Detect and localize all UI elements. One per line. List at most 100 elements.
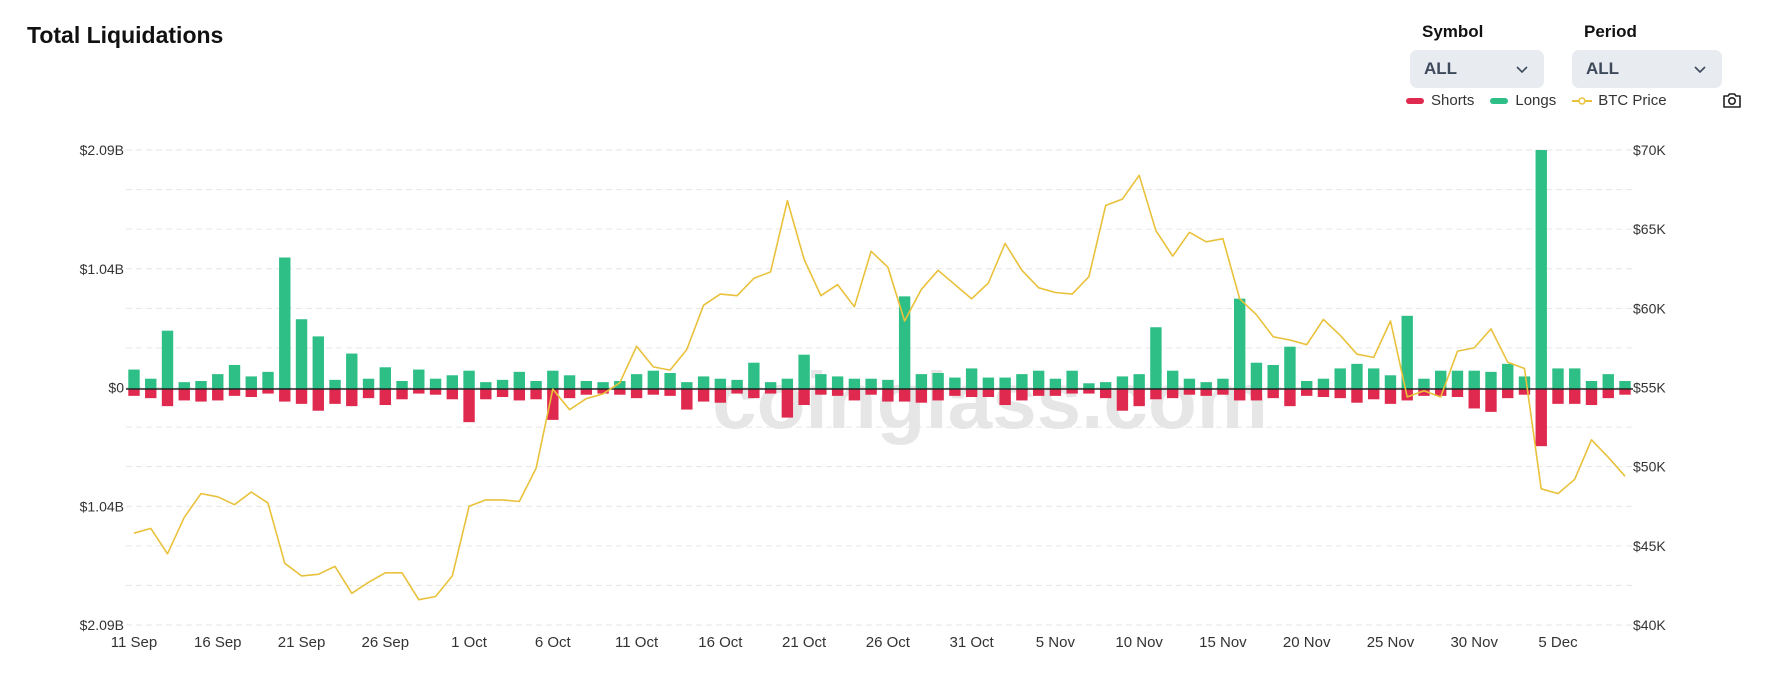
shorts-bar	[1166, 389, 1179, 399]
shorts-bar	[547, 389, 559, 420]
btc-price-series	[133, 174, 1626, 601]
x-axis-tick: 20 Nov	[1283, 634, 1331, 651]
shorts-bar	[1133, 389, 1145, 407]
longs-bar	[1250, 362, 1263, 389]
longs-bar	[1133, 374, 1145, 389]
longs-bar	[882, 379, 894, 389]
x-axis-tick: 25 Nov	[1367, 634, 1415, 651]
shorts-bar	[346, 389, 358, 407]
longs-bar	[496, 379, 509, 389]
longs-bar	[1535, 150, 1547, 389]
chart-legend: Shorts Longs BTC Price	[1406, 92, 1683, 109]
longs-bar	[346, 353, 358, 389]
longs-bar	[1435, 370, 1447, 389]
longs-bar	[965, 368, 978, 389]
shorts-bar	[1066, 389, 1078, 394]
legend-btc-label: BTC Price	[1598, 92, 1667, 109]
shorts-bar	[1317, 389, 1330, 398]
period-selector: Period ALL	[1572, 22, 1722, 88]
shorts-bar	[128, 389, 140, 396]
longs-bar	[597, 382, 609, 389]
longs-bar	[329, 379, 341, 389]
symbol-dropdown[interactable]: ALL	[1410, 50, 1544, 88]
longs-bar	[614, 380, 626, 389]
longs-bar	[949, 377, 961, 389]
shorts-bar	[1233, 389, 1246, 401]
longs-bar	[714, 378, 727, 389]
longs-bar	[848, 378, 861, 389]
camera-icon[interactable]	[1722, 91, 1742, 109]
shorts-bar	[999, 389, 1011, 406]
shorts-bar	[898, 389, 911, 402]
longs-bar	[295, 319, 308, 389]
longs-bar	[630, 374, 643, 389]
x-axis-tick: 21 Sep	[278, 634, 326, 651]
longs-bar	[178, 382, 190, 389]
longs-swatch	[1490, 97, 1509, 104]
shorts-bar	[882, 389, 894, 402]
shorts-bar	[1016, 389, 1028, 401]
shorts-bar	[1099, 389, 1112, 399]
right-axis-tick: $65K	[1633, 221, 1666, 237]
left-axis-tick: $2.09B	[80, 617, 124, 633]
right-axis: $70K $65K $60K $55K $50K $45K $40K	[1633, 142, 1666, 633]
longs-bar	[513, 371, 526, 389]
longs-bar	[1401, 315, 1413, 389]
right-axis-tick: $45K	[1633, 538, 1666, 554]
longs-bar	[580, 380, 593, 389]
longs-bar	[1032, 370, 1045, 389]
shorts-bar	[161, 389, 174, 407]
shorts-bar	[379, 389, 391, 406]
x-axis-tick: 11 Oct	[615, 634, 659, 651]
x-axis-tick: 5 Nov	[1036, 634, 1076, 651]
longs-bar	[530, 380, 542, 389]
longs-bar	[413, 369, 425, 389]
shorts-bar	[1200, 389, 1212, 396]
shorts-bar	[915, 389, 928, 403]
longs-bar	[362, 378, 375, 389]
symbol-label: Symbol	[1422, 22, 1484, 41]
shorts-bar	[949, 389, 961, 396]
longs-bar	[681, 382, 693, 389]
btc-price-swatch	[1572, 96, 1593, 105]
shorts-bar	[1502, 389, 1514, 399]
shorts-bar	[480, 389, 492, 400]
longs-bar	[898, 296, 911, 389]
shorts-bar	[1518, 389, 1531, 395]
shorts-bar	[178, 389, 190, 401]
shorts-bar	[748, 389, 760, 399]
shorts-bar	[1183, 389, 1196, 395]
shorts-bar	[764, 389, 777, 394]
shorts-bar	[513, 389, 526, 401]
legend-longs[interactable]: Longs	[1490, 92, 1556, 109]
shorts-bar	[312, 389, 324, 411]
shorts-bar	[228, 389, 241, 396]
longs-bar	[1284, 346, 1296, 389]
period-dropdown[interactable]: ALL	[1572, 50, 1722, 88]
longs-bar	[312, 336, 324, 389]
longs-bar	[429, 378, 442, 389]
longs-bar	[1368, 368, 1380, 389]
grid-lines	[126, 149, 1633, 626]
shorts-bar	[463, 389, 475, 423]
longs-bar	[1418, 378, 1430, 389]
legend-shorts[interactable]: Shorts	[1406, 92, 1474, 109]
longs-bar	[245, 376, 257, 389]
longs-bar	[547, 370, 559, 389]
longs-bar	[781, 378, 794, 389]
bar-series	[128, 150, 1631, 447]
shorts-bar	[1368, 389, 1380, 400]
shorts-bar	[1602, 389, 1614, 399]
shorts-bar	[1301, 389, 1313, 396]
longs-bar	[1099, 382, 1112, 389]
symbol-selector: Symbol ALL	[1410, 22, 1544, 88]
shorts-bar	[1435, 389, 1447, 396]
left-axis-tick: $2.09B	[80, 142, 124, 158]
longs-bar	[228, 364, 241, 389]
longs-bar	[1451, 370, 1464, 389]
longs-bar	[1217, 378, 1229, 389]
longs-bar	[379, 367, 391, 389]
legend-btc-price[interactable]: BTC Price	[1572, 92, 1667, 109]
shorts-bar	[1049, 389, 1062, 396]
